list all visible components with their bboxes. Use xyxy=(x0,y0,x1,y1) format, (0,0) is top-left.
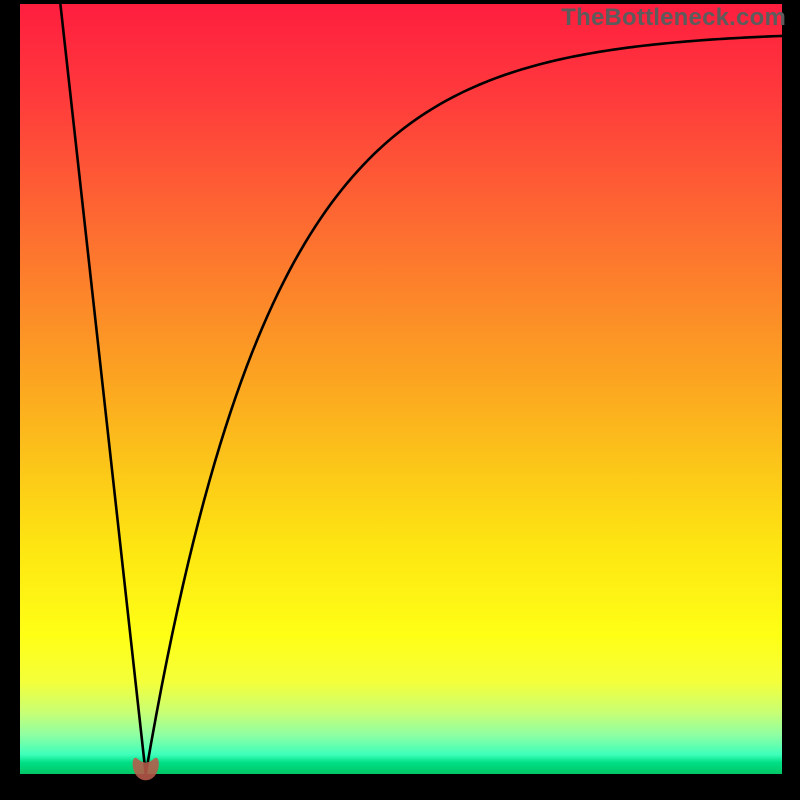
watermark-text: TheBottleneck.com xyxy=(561,4,786,32)
bottleneck-chart xyxy=(0,0,800,800)
chart-background xyxy=(20,4,782,774)
chart-container: TheBottleneck.com xyxy=(0,0,800,800)
